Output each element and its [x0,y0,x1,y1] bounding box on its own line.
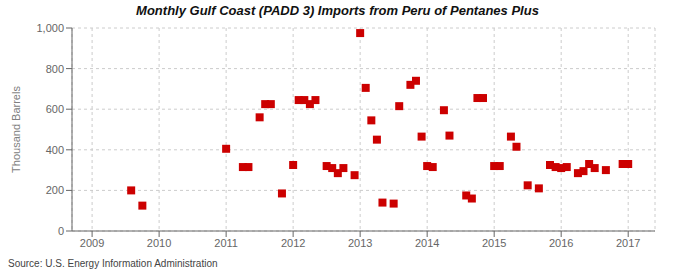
svg-text:Thousand Barrels: Thousand Barrels [10,86,22,173]
svg-text:2014: 2014 [415,237,439,249]
svg-text:400: 400 [46,144,64,156]
svg-text:2012: 2012 [281,237,305,249]
html-text:Monthly Gulf Coast (PADD 3) Im: Monthly Gulf Coast (PADD 3) Imports from… [136,3,539,18]
svg-text:2010: 2010 [147,237,171,249]
svg-text:800: 800 [46,63,64,75]
svg-text:2015: 2015 [482,237,506,249]
svg-text:2013: 2013 [348,237,372,249]
svg-text:2017: 2017 [616,237,640,249]
svg-text:600: 600 [46,103,64,115]
svg-text:2009: 2009 [80,237,104,249]
svg-text:1,000: 1,000 [36,22,64,34]
html-text:Source: U.S. Energy Informatio: Source: U.S. Energy Information Administ… [8,258,218,269]
svg-text:0: 0 [58,225,64,237]
svg-text:2011: 2011 [214,237,238,249]
svg-text:200: 200 [46,184,64,196]
svg-text:2016: 2016 [549,237,573,249]
